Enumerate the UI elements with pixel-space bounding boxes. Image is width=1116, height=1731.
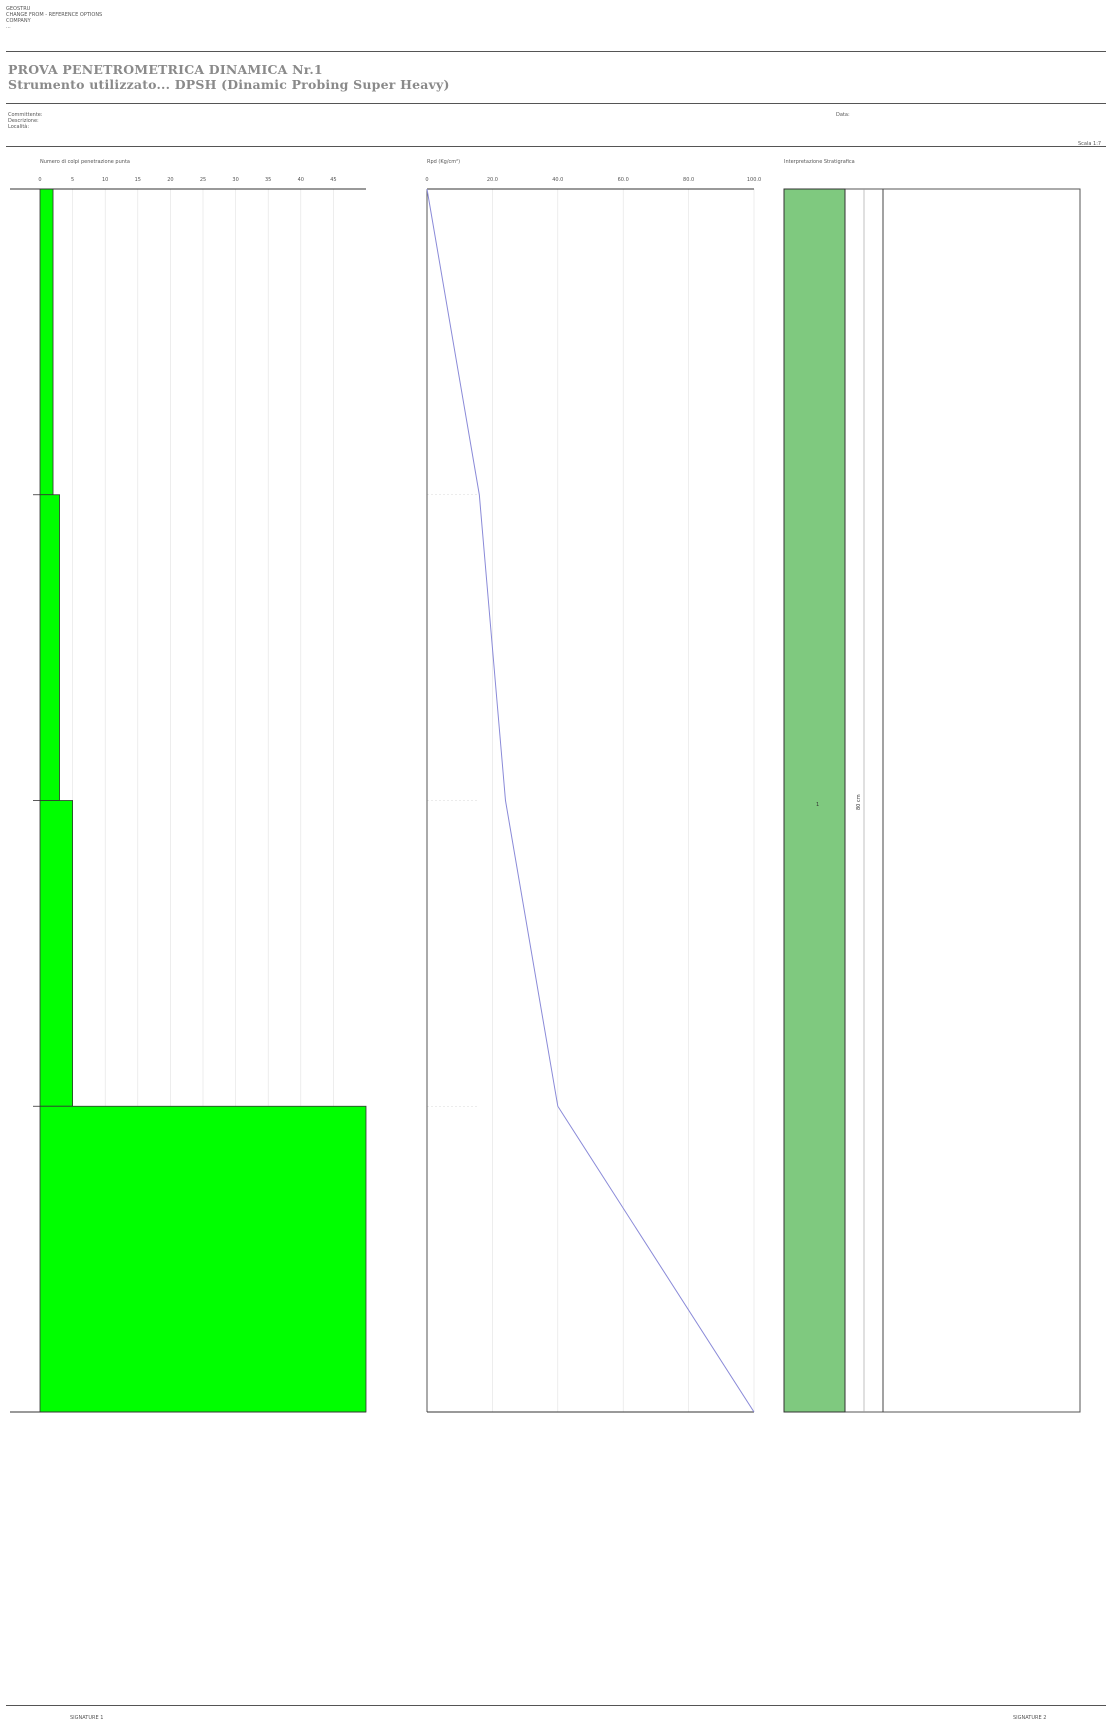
field-descrizione: Descrizione:: [8, 118, 39, 124]
chart2-tick-label: 40.0: [552, 177, 563, 183]
report-title: PROVA PENETROMETRICA DINAMICA Nr.1: [8, 62, 323, 77]
chart2-grid: [426, 189, 755, 1412]
chart1-tick-label: 40: [298, 177, 304, 183]
chart2-tick-label: 80.0: [683, 177, 694, 183]
field-localita: Località:: [8, 124, 30, 130]
footer-signature-left: SIGNATURE 1: [70, 1715, 104, 1721]
chart2-ticks: 0 20.0 40.0 60.0 80.0 100.0: [425, 177, 761, 183]
chart1-ticks: 0 5 10 15 20 25 30 35 40 45: [38, 177, 336, 183]
chart2-title: Rpd (Kg/cm²): [427, 159, 460, 165]
field-committente: Committente:: [8, 112, 43, 118]
rpd-line: [426, 188, 755, 1413]
chart1-tick-label: 20: [167, 177, 173, 183]
strata-layer-1: [783, 188, 846, 1413]
header-divider-top: [6, 51, 1106, 52]
project-fields: Committente: Descrizione: Località:: [8, 112, 43, 130]
chart1-tick-label: 45: [330, 177, 336, 183]
company-line: GEOSTRU: [6, 6, 31, 12]
chart2-tick-label: 100.0: [747, 177, 761, 183]
chart1-bar: [39, 188, 54, 496]
company-line: COMPANY: [6, 18, 31, 24]
chart2-tick-label: 20.0: [487, 177, 498, 183]
company-line: ...: [6, 24, 11, 30]
chart3-title: Interpretazione Stratigrafica: [784, 159, 855, 165]
company-line: CHANGE FROM - REFERENCE OPTIONS: [6, 12, 103, 18]
charts-svg: Numero di colpi penetrazione punta 0 5 10 1…: [10, 159, 1081, 1413]
strata-thickness-label: 80 cm: [856, 794, 862, 810]
company-info: GEOSTRU CHANGE FROM - REFERENCE OPTIONS …: [6, 6, 102, 30]
chart1-bar: [39, 1105, 367, 1413]
date-field: Data:: [836, 112, 850, 118]
footer-divider: [6, 1705, 1106, 1706]
chart1-tick-label: 10: [102, 177, 108, 183]
chart1-tick-label: 25: [200, 177, 206, 183]
chart2-tick-label: 60.0: [618, 177, 629, 183]
chart2-tick-label: 0: [425, 177, 428, 183]
report-subtitle: Strumento utilizzato... DPSH (Dinamic Pr…: [8, 77, 450, 92]
chart1-tick-label: 35: [265, 177, 271, 183]
chart1-bar: [39, 800, 73, 1107]
header-divider-bottom: [6, 146, 1106, 147]
chart1-tick-label: 15: [135, 177, 141, 183]
chart1-tick-label: 0: [38, 177, 41, 183]
chart1-tick-label: 30: [232, 177, 238, 183]
chart1-bar: [39, 494, 60, 801]
header-divider-mid: [6, 103, 1106, 104]
strata-layer-label: 1: [816, 802, 819, 808]
footer-signature-right: SIGNATURE 2: [1013, 1715, 1047, 1721]
chart1-tick-label: 5: [71, 177, 74, 183]
chart1-title: Numero di colpi penetrazione punta: [40, 159, 130, 165]
scale-label: Scala 1:7: [1078, 141, 1102, 147]
chart1-bars: [33, 188, 367, 1413]
